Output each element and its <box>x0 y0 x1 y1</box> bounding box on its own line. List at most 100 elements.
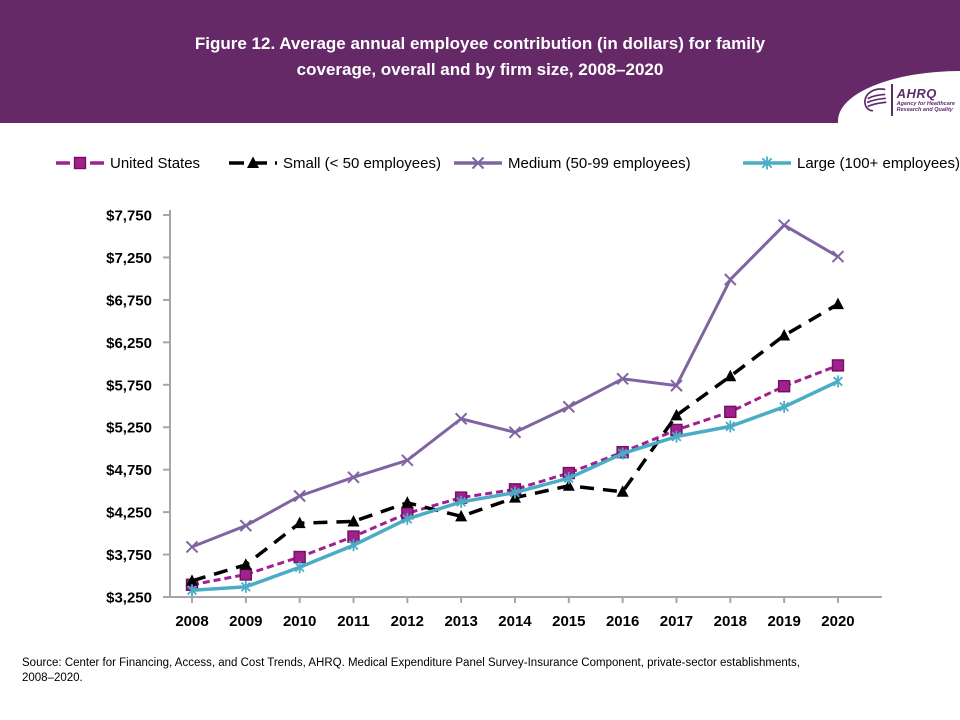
asterisk-marker <box>833 375 843 388</box>
square-marker <box>777 380 791 393</box>
source-note: Source: Center for Financing, Access, an… <box>22 656 922 686</box>
x-marker <box>562 400 576 414</box>
y-tick-label: $3,250 <box>106 590 152 607</box>
asterisk-marker <box>456 495 467 508</box>
x-tick-label: 2011 <box>337 613 370 630</box>
header-banner: Figure 12. Average annual employee contr… <box>0 0 960 123</box>
series-united-states <box>185 359 845 591</box>
line-chart: $3,250 $3,750 $4,250 $4,750 $5,250 $5,750 $6,2… <box>106 208 882 630</box>
logo-text: AHRQ Agency for Healthcare Research and … <box>897 87 955 113</box>
x-tick-label: 2008 <box>175 613 208 630</box>
x-marker <box>616 372 629 386</box>
x-marker <box>670 379 683 392</box>
source-note-line2: 2008–2020. <box>22 672 83 684</box>
asterisk-marker <box>510 486 520 499</box>
square-marker <box>831 359 845 372</box>
asterisk-marker <box>779 400 790 413</box>
series-large-100-employees <box>187 375 843 597</box>
x-tick-label: 2014 <box>498 613 532 630</box>
triangle-marker <box>186 574 198 586</box>
series-small-50-employees <box>186 297 844 586</box>
x-marker <box>471 156 485 170</box>
triangle-marker <box>347 514 360 527</box>
triangle-marker <box>724 369 737 382</box>
x-marker <box>293 489 306 503</box>
series-line <box>191 364 839 587</box>
legend-label: Small (< 50 employees) <box>283 154 441 172</box>
x-marker <box>831 250 845 263</box>
ahrq-wordmark: AHRQ <box>896 85 937 101</box>
legend-item-large-100-employees: Large (100+ employees) <box>742 153 960 173</box>
y-tick-label: $4,250 <box>106 505 152 522</box>
legend-item-medium-50-99-employees: Medium (50-99 employees) <box>453 153 691 173</box>
triangle-marker <box>831 297 844 310</box>
x-tick-label: 2020 <box>821 613 854 630</box>
legend-item-small-50-employees: Small (< 50 employees) <box>228 153 441 173</box>
triangle-marker <box>562 479 575 491</box>
series-medium-50-99-employees <box>185 218 845 554</box>
logo-divider <box>890 83 893 116</box>
square-marker <box>239 568 253 581</box>
legend-swatch-square-icon <box>56 156 104 170</box>
figure-title: Figure 12. Average annual employee contr… <box>0 0 960 83</box>
axes <box>163 210 882 603</box>
y-tick-label: $7,750 <box>106 208 152 225</box>
y-tick-label: $5,750 <box>106 377 152 394</box>
asterisk-marker <box>294 561 305 574</box>
x-tick-label: 2019 <box>767 613 800 630</box>
asterisk-marker <box>563 472 574 485</box>
asterisk-marker <box>348 539 359 552</box>
triangle-marker <box>616 485 629 497</box>
x-marker <box>185 540 199 554</box>
hhs-eagle-icon <box>863 88 887 112</box>
legend-label: Large (100+ employees) <box>797 154 960 172</box>
y-tick-label: $6,250 <box>106 335 152 352</box>
x-tick-label: 2015 <box>552 613 585 630</box>
triangle-marker <box>455 509 468 522</box>
asterisk-marker <box>617 447 628 460</box>
chart-legend: United States Small (< 50 employees) Mediu… <box>0 153 960 175</box>
legend-swatch-x-icon <box>454 156 502 170</box>
x-tick-label: 2018 <box>714 613 747 630</box>
ahrq-tagline-line1: Agency for Healthcare <box>896 100 955 107</box>
legend-swatch-triangle-icon <box>229 156 277 168</box>
triangle-marker <box>670 408 683 421</box>
asterisk-marker <box>402 512 413 525</box>
y-tick-label: $4,750 <box>106 462 152 479</box>
asterisk-marker <box>725 420 736 433</box>
triangle-marker <box>401 496 414 508</box>
y-tick-label: $6,750 <box>106 292 152 309</box>
triangle-marker <box>247 156 259 168</box>
x-tick-label: 2009 <box>229 613 262 630</box>
asterisk-marker <box>761 156 773 170</box>
legend-item-united-states: United States <box>55 153 200 173</box>
square-marker <box>73 156 87 170</box>
triangle-marker <box>293 516 306 529</box>
y-tick-label: $3,750 <box>106 547 152 564</box>
x-tick-label: 2012 <box>391 613 424 630</box>
x-marker <box>724 273 737 286</box>
x-tick-label: 2017 <box>660 613 693 630</box>
legend-label: Medium (50-99 employees) <box>508 154 691 172</box>
asterisk-marker <box>671 430 682 443</box>
square-marker <box>724 405 737 419</box>
x-marker <box>508 426 522 439</box>
ahrq-tagline-line2: Research and Quality <box>896 106 953 113</box>
ahrq-tagline: Agency for Healthcare Research and Quali… <box>897 101 955 113</box>
source-note-line1: Source: Center for Financing, Access, an… <box>22 657 800 669</box>
asterisk-marker <box>240 580 251 593</box>
x-tick-label: 2013 <box>444 613 477 630</box>
square-marker <box>293 550 306 564</box>
triangle-marker <box>239 558 252 570</box>
x-marker <box>347 471 360 484</box>
triangle-marker <box>778 329 791 341</box>
x-marker <box>454 412 468 425</box>
legend-swatch-asterisk-icon <box>743 156 791 170</box>
y-tick-label: $5,250 <box>106 420 152 437</box>
figure-title-line1: Figure 12. Average annual employee contr… <box>194 34 766 53</box>
asterisk-marker <box>187 584 197 597</box>
x-tick-label: 2016 <box>606 613 639 630</box>
x-marker <box>239 519 253 532</box>
series-line <box>191 302 839 583</box>
